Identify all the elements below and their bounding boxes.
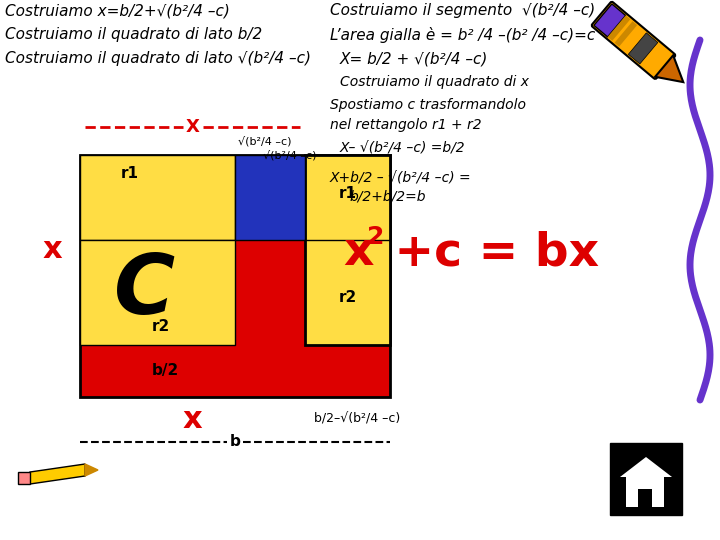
Text: X= b/2 + √(b²/4 –c): X= b/2 + √(b²/4 –c) xyxy=(340,51,488,66)
Text: b/2: b/2 xyxy=(152,363,179,379)
Bar xyxy=(615,21,637,46)
Text: X: X xyxy=(186,118,199,136)
Bar xyxy=(80,155,235,240)
Text: X– √(b²/4 –c) =b/2: X– √(b²/4 –c) =b/2 xyxy=(340,142,466,156)
Polygon shape xyxy=(655,55,683,82)
Text: r1: r1 xyxy=(338,186,356,201)
Polygon shape xyxy=(30,464,85,484)
Polygon shape xyxy=(85,464,98,476)
Text: Costruiamo il quadrato di lato √(b²/4 –c): Costruiamo il quadrato di lato √(b²/4 –c… xyxy=(5,51,311,66)
Text: r2: r2 xyxy=(338,291,356,305)
Text: +c = bx: +c = bx xyxy=(378,230,599,275)
Bar xyxy=(18,472,30,484)
Text: L’area gialla è = b² /4 –(b² /4 –c)=c: L’area gialla è = b² /4 –(b² /4 –c)=c xyxy=(330,27,595,43)
Bar xyxy=(80,240,235,345)
Text: Costruiamo x=b/2+√(b²/4 –c): Costruiamo x=b/2+√(b²/4 –c) xyxy=(5,3,230,18)
Bar xyxy=(594,4,626,37)
Text: x: x xyxy=(42,235,62,265)
Text: Costruiamo il quadrato di x: Costruiamo il quadrato di x xyxy=(340,75,529,89)
Text: Costruiamo il segmento  √(b²/4 –c): Costruiamo il segmento √(b²/4 –c) xyxy=(330,3,595,18)
Text: √(b²/4 –c): √(b²/4 –c) xyxy=(263,150,317,160)
Text: C: C xyxy=(114,250,176,331)
Text: b/2–√(b²/4 –c): b/2–√(b²/4 –c) xyxy=(315,413,400,426)
Bar xyxy=(235,155,305,240)
Text: b: b xyxy=(230,435,240,449)
Text: Costruiamo il quadrato di lato b/2: Costruiamo il quadrato di lato b/2 xyxy=(5,27,262,42)
Bar xyxy=(608,16,630,41)
FancyBboxPatch shape xyxy=(592,2,675,79)
Text: nel rettangolo r1 + r2: nel rettangolo r1 + r2 xyxy=(330,118,482,132)
Text: √(b²/4 –c): √(b²/4 –c) xyxy=(238,137,292,147)
Text: X+b/2 – √(b²/4 –c) =: X+b/2 – √(b²/4 –c) = xyxy=(330,172,472,186)
Text: r2: r2 xyxy=(151,319,170,334)
Bar xyxy=(638,489,652,507)
Bar xyxy=(610,443,682,515)
Bar xyxy=(305,155,390,345)
Text: 2: 2 xyxy=(367,225,384,249)
Text: b/2+b/2=b: b/2+b/2=b xyxy=(350,190,426,204)
Polygon shape xyxy=(620,457,672,477)
Bar xyxy=(80,155,390,397)
Text: x: x xyxy=(343,230,374,275)
Text: Spostiamo c trasformandolo: Spostiamo c trasformandolo xyxy=(330,98,526,112)
Text: x: x xyxy=(183,404,202,434)
Bar xyxy=(626,477,664,507)
Text: r1: r1 xyxy=(121,166,138,181)
Bar xyxy=(629,33,658,64)
